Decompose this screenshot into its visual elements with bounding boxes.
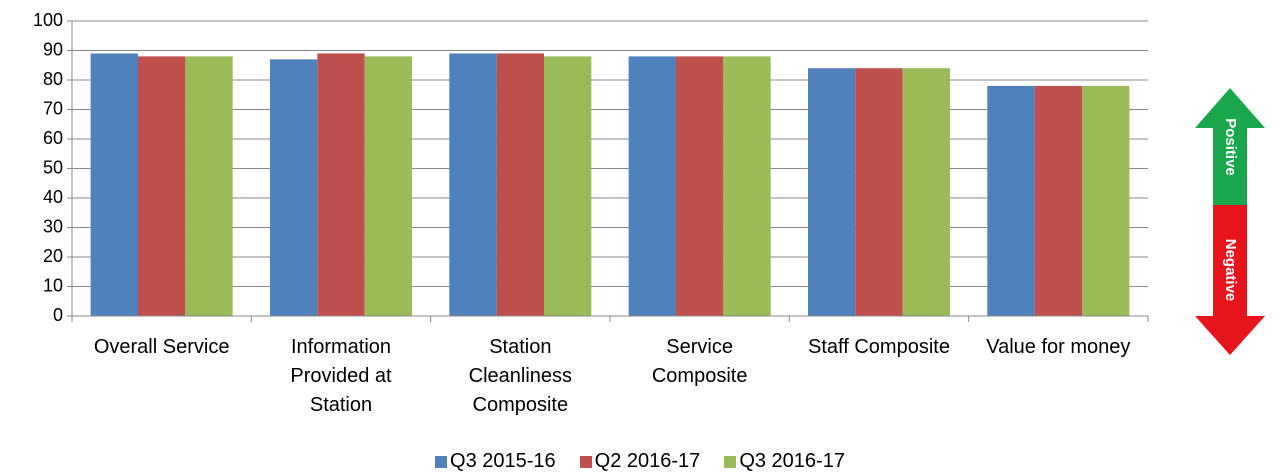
bar (1034, 85, 1083, 317)
y-tick-label: 50 (43, 157, 63, 177)
y-tick-label: 70 (43, 98, 63, 118)
bar (807, 68, 856, 316)
bar (496, 53, 545, 316)
bar (1082, 85, 1130, 317)
y-tick-label: 60 (43, 128, 63, 148)
bar (137, 56, 186, 317)
legend-swatch (579, 455, 592, 468)
bar (723, 56, 771, 317)
bar (185, 56, 233, 317)
legend-item: Q3 2015-16 (435, 450, 556, 473)
bar (90, 53, 138, 316)
bar (544, 56, 592, 317)
legend-label: Q3 2016-17 (739, 450, 845, 472)
y-tick-label: 20 (43, 246, 63, 266)
legend-swatch (435, 455, 448, 468)
bar (269, 59, 318, 316)
x-tick-label: Overall Service (93, 336, 230, 358)
y-tick-label: 30 (43, 216, 63, 236)
bar (628, 56, 676, 317)
y-tick-label: 100 (33, 10, 63, 30)
bar (855, 68, 903, 316)
legend-label: Q3 2015-16 (450, 450, 556, 472)
legend-label: Q2 2016-17 (594, 450, 701, 472)
positive-label: Positive (1222, 118, 1239, 176)
legend: Q3 2015-16 Q2 2016-17 Q3 2016-17 (0, 450, 1280, 473)
bar (449, 53, 497, 316)
y-tick-label: 10 (43, 275, 63, 295)
legend-swatch (724, 455, 737, 468)
legend-item: Q3 2016-17 (724, 450, 845, 473)
bar (317, 53, 365, 316)
x-tick-label: Station Cleanliness Composite (468, 336, 573, 416)
negative-arrow (1195, 205, 1265, 355)
bar (902, 68, 951, 316)
y-tick-label: 40 (43, 187, 63, 207)
y-tick-label: 80 (43, 69, 63, 89)
legend-item: Q2 2016-17 (579, 450, 701, 473)
x-tick-label: Staff Composite (808, 336, 950, 358)
y-tick-label: 90 (43, 39, 63, 59)
bar (675, 56, 724, 317)
negative-label: Negative (1222, 239, 1239, 302)
bar (364, 56, 413, 317)
bar (987, 85, 1035, 317)
x-tick-label: Service Composite (651, 336, 748, 387)
x-tick-label: Value for money (986, 336, 1131, 358)
x-tick-label: Information Provided at Station (290, 336, 392, 416)
positive-arrow (1195, 88, 1265, 205)
y-tick-label: 0 (53, 305, 63, 325)
